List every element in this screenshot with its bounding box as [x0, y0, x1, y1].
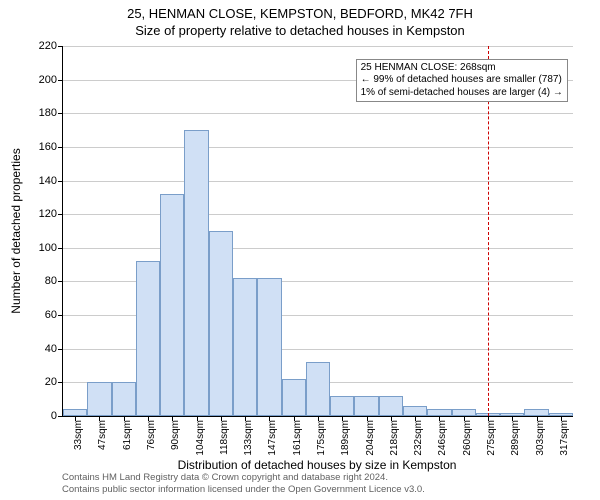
chart-subtitle: Size of property relative to detached ho… [0, 23, 600, 40]
footer-line-1: Contains HM Land Registry data © Crown c… [62, 472, 425, 484]
histogram-bar [452, 409, 476, 416]
ytick-label: 60 [45, 309, 57, 321]
histogram-bar [184, 130, 208, 416]
xtick-label: 218sqm [389, 420, 400, 456]
histogram-bar [403, 406, 427, 416]
x-axis-label: Distribution of detached houses by size … [178, 458, 457, 472]
annotation-line-1: 25 HENMAN CLOSE: 268sqm [361, 62, 563, 75]
annotation-line-2: ← 99% of detached houses are smaller (78… [361, 74, 563, 87]
histogram-bar [87, 382, 111, 416]
histogram-bar [257, 278, 281, 416]
xtick-label: 147sqm [267, 420, 278, 456]
ytick-label: 20 [45, 376, 57, 388]
ytick-label: 160 [39, 141, 57, 153]
xtick-label: 246sqm [437, 420, 448, 456]
xtick-label: 317sqm [559, 420, 570, 456]
histogram-bar [136, 261, 160, 416]
xtick-label: 189sqm [340, 420, 351, 456]
histogram-bar [63, 409, 87, 416]
ytick-mark [58, 416, 63, 417]
annotation-box: 25 HENMAN CLOSE: 268sqm ← 99% of detache… [356, 59, 568, 103]
histogram-bar [160, 194, 184, 416]
ytick-label: 100 [39, 242, 57, 254]
ytick-label: 80 [45, 275, 57, 287]
xtick-label: 61sqm [122, 420, 133, 450]
xtick-label: 232sqm [413, 420, 424, 456]
histogram-bar [282, 379, 306, 416]
xtick-label: 175sqm [316, 420, 327, 456]
ytick-label: 200 [39, 74, 57, 86]
histogram-bar [524, 409, 548, 416]
xtick-label: 76sqm [146, 420, 157, 450]
ytick-label: 220 [39, 40, 57, 52]
histogram-bar [427, 409, 451, 416]
ytick-label: 140 [39, 175, 57, 187]
histogram-bar [330, 396, 354, 416]
xtick-label: 260sqm [462, 420, 473, 456]
chart-title: 25, HENMAN CLOSE, KEMPSTON, BEDFORD, MK4… [0, 6, 600, 23]
ytick-label: 0 [51, 410, 57, 422]
xtick-label: 303sqm [535, 420, 546, 456]
histogram-bar [306, 362, 330, 416]
xtick-label: 161sqm [292, 420, 303, 456]
ytick-label: 120 [39, 208, 57, 220]
footer-line-2: Contains public sector information licen… [62, 484, 425, 496]
xtick-label: 204sqm [365, 420, 376, 456]
xtick-label: 118sqm [219, 420, 230, 455]
ytick-label: 180 [39, 107, 57, 119]
histogram-bar [379, 396, 403, 416]
y-axis-label: Number of detached properties [9, 148, 23, 313]
chart-header: 25, HENMAN CLOSE, KEMPSTON, BEDFORD, MK4… [0, 6, 600, 40]
xtick-label: 133sqm [243, 420, 254, 456]
histogram-bar [549, 413, 573, 416]
ytick-label: 40 [45, 343, 57, 355]
xtick-label: 275sqm [486, 420, 497, 456]
xtick-label: 90sqm [170, 420, 181, 450]
histogram-bar [500, 413, 524, 416]
histogram-bar [233, 278, 257, 416]
histogram-bar [112, 382, 136, 416]
xtick-label: 33sqm [73, 420, 84, 450]
xtick-label: 289sqm [510, 420, 521, 456]
xtick-label: 47sqm [97, 420, 108, 450]
histogram-bar [354, 396, 378, 416]
xtick-label: 104sqm [195, 420, 206, 456]
footer-attribution: Contains HM Land Registry data © Crown c… [62, 472, 425, 496]
histogram-bar [209, 231, 233, 416]
plot-area: 25 HENMAN CLOSE: 268sqm ← 99% of detache… [62, 46, 573, 417]
annotation-line-3: 1% of semi-detached houses are larger (4… [361, 87, 563, 100]
